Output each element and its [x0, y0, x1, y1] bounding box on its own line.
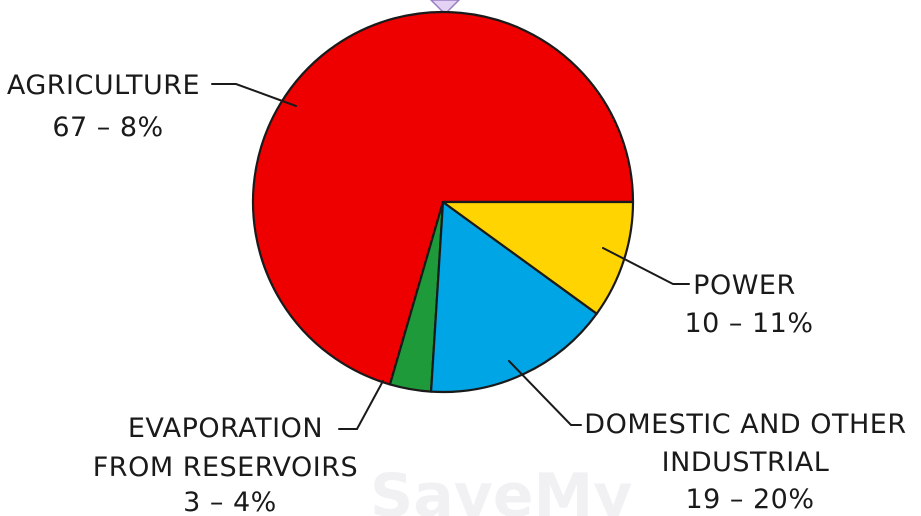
label-domestic-value: 19 – 20%: [685, 484, 814, 515]
label-domestic-line2: INDUSTRIAL: [662, 447, 830, 478]
slice-agriculture: [251, 10, 635, 386]
leader-domestic: [508, 360, 582, 426]
label-evaporation-line3: 3 – 4%: [183, 487, 277, 516]
slice-domestic: [429, 200, 598, 394]
label-evaporation-line2: FROM RESERVOIRS: [93, 452, 358, 483]
label-domestic-line1: DOMESTIC AND OTHER: [584, 409, 906, 440]
pie-slices: [251, 10, 635, 394]
label-agriculture-line2: 67 – 8%: [52, 112, 163, 143]
label-agriculture-line1: AGRICULTURE: [7, 70, 200, 101]
label-agriculture: AGRICULTURE 67 – 8%: [7, 70, 209, 143]
label-power-line1: POWER: [693, 270, 796, 301]
leader-power: [602, 247, 690, 285]
leader-lines: [211, 83, 690, 430]
label-evaporation-line1: EVAPORATION: [128, 413, 323, 444]
watermark: SaveMy: [370, 461, 632, 516]
leader-evaporation: [338, 380, 384, 430]
slice-power: [441, 200, 635, 315]
label-domestic: DOMESTIC AND OTHER INDUSTRIAL 19 – 20%: [584, 409, 915, 515]
label-power: POWER 10 – 11%: [684, 270, 813, 339]
label-evaporation: EVAPORATION FROM RESERVOIRS 3 – 4%: [93, 413, 367, 516]
top-marker-icon: [429, 0, 461, 16]
label-power-line2: 10 – 11%: [684, 308, 813, 339]
leader-agriculture: [211, 83, 297, 107]
